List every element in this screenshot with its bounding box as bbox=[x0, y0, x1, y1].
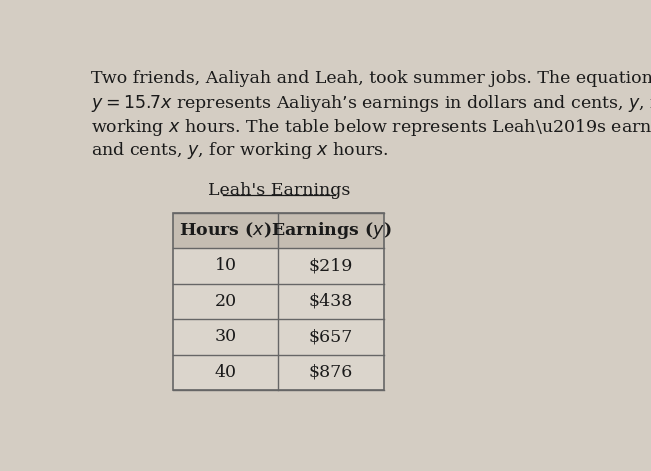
Text: working $x$ hours. The table below represents Leah\u2019s earnings in dollars: working $x$ hours. The table below repre… bbox=[91, 117, 651, 138]
Bar bbox=[173, 248, 383, 284]
Text: $438: $438 bbox=[309, 293, 353, 310]
Text: 10: 10 bbox=[215, 258, 236, 275]
Text: Hours ($x$): Hours ($x$) bbox=[179, 221, 272, 240]
Text: $876: $876 bbox=[309, 364, 353, 381]
Text: 40: 40 bbox=[215, 364, 236, 381]
Bar bbox=[173, 213, 383, 390]
Bar bbox=[173, 284, 383, 319]
Text: $657: $657 bbox=[309, 328, 353, 345]
Text: 20: 20 bbox=[214, 293, 236, 310]
Text: Two friends, Aaliyah and Leah, took summer jobs. The equation: Two friends, Aaliyah and Leah, took summ… bbox=[91, 70, 651, 88]
Text: Leah's Earnings: Leah's Earnings bbox=[208, 182, 350, 199]
Bar bbox=[173, 319, 383, 355]
Text: Earnings ($y$): Earnings ($y$) bbox=[271, 220, 391, 241]
Bar bbox=[173, 213, 383, 248]
Text: and cents, $y$, for working $x$ hours.: and cents, $y$, for working $x$ hours. bbox=[91, 140, 389, 161]
Text: 30: 30 bbox=[214, 328, 236, 345]
Text: $219: $219 bbox=[309, 258, 353, 275]
Text: $y = 15.7x$ represents Aaliyah’s earnings in dollars and cents, $y$, for: $y = 15.7x$ represents Aaliyah’s earning… bbox=[91, 93, 651, 114]
Bar bbox=[173, 355, 383, 390]
